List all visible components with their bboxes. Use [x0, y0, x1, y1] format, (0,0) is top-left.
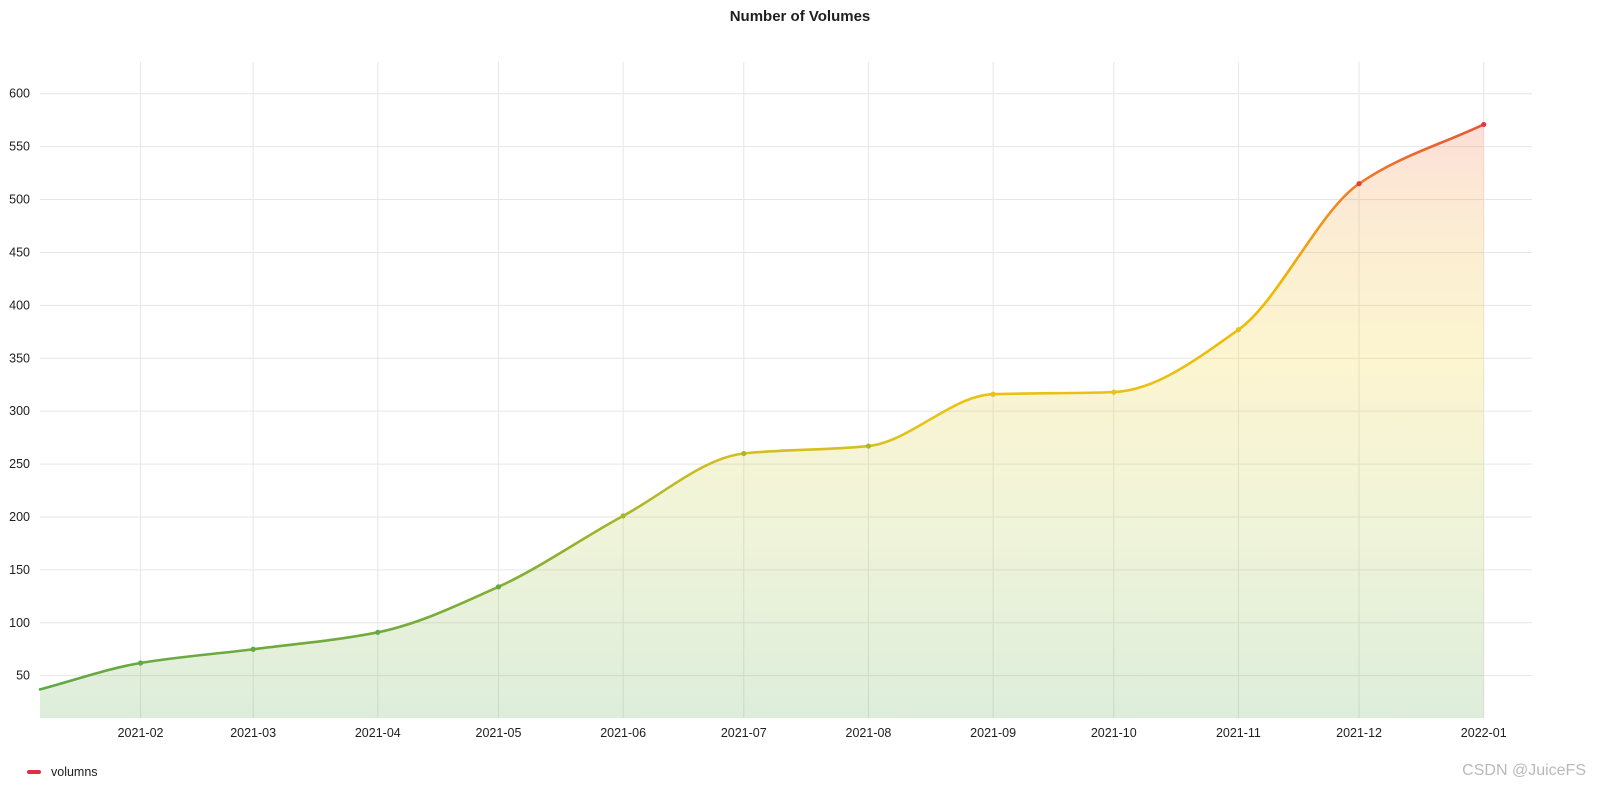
y-tick-label: 250: [9, 457, 30, 471]
legend-label: volumns: [51, 765, 98, 779]
y-tick-label: 400: [9, 298, 30, 312]
legend[interactable]: volumns: [27, 765, 98, 779]
x-tick-label: 2021-02: [118, 726, 164, 740]
x-tick-label: 2022-01: [1461, 726, 1507, 740]
y-tick-label: 200: [9, 510, 30, 524]
data-point: [250, 646, 256, 652]
series-line: [38, 123, 1486, 691]
x-tick-label: 2021-04: [355, 726, 401, 740]
x-tick-label: 2021-03: [230, 726, 276, 740]
data-point: [137, 660, 144, 666]
data-point: [990, 391, 996, 397]
x-tick-label: 2021-08: [846, 726, 892, 740]
x-tick-label: 2021-07: [721, 726, 767, 740]
axis-layer: 50 100 150 200 250 300 350 400 450 500 550 600 2021-…: [9, 87, 1507, 740]
watermark: CSDN @JuiceFS: [1462, 762, 1586, 779]
legend-swatch-icon: [27, 770, 41, 774]
y-tick-label: 350: [9, 351, 30, 365]
y-tick-label: 150: [9, 563, 30, 577]
chart-title: Number of Volumes: [729, 8, 871, 25]
y-tick-label: 300: [9, 404, 30, 418]
x-tick-label: 2021-11: [1216, 726, 1261, 740]
data-point: [865, 443, 872, 449]
series-area-fill: [40, 124, 1484, 719]
data-point: [620, 513, 626, 519]
series-layer: [38, 121, 1487, 719]
y-tick-label: 500: [9, 193, 30, 207]
x-tick-label: 2021-09: [970, 726, 1016, 740]
x-tick-label: 2021-12: [1336, 726, 1382, 740]
y-tick-label: 100: [9, 616, 30, 630]
x-tick-label: 2021-05: [476, 726, 522, 740]
data-point: [495, 584, 502, 590]
x-tick-label: 2021-06: [600, 726, 646, 740]
y-tick-label: 450: [9, 245, 30, 259]
y-tick-label: 550: [9, 140, 30, 154]
y-tick-label: 50: [16, 669, 30, 683]
data-point: [1111, 389, 1117, 395]
data-point: [375, 629, 381, 635]
data-point: [1481, 121, 1487, 128]
data-point: [1356, 181, 1362, 187]
data-point: [1235, 327, 1242, 333]
x-tick-label: 2021-10: [1091, 726, 1137, 740]
y-tick-label: 600: [9, 87, 30, 101]
data-point: [741, 450, 747, 457]
